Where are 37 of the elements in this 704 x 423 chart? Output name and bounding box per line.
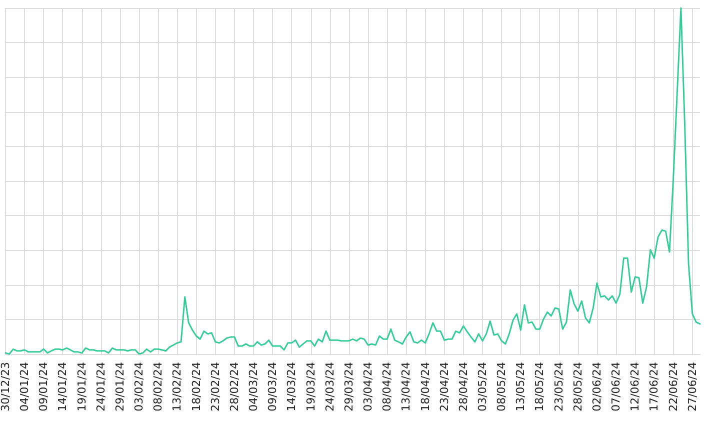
x-tick-label: 08/02/24 bbox=[152, 362, 165, 412]
x-tick-label: 03/02/24 bbox=[132, 362, 146, 412]
x-tick-label: 18/05/24 bbox=[533, 362, 546, 412]
x-tick-label: 17/06/24 bbox=[648, 362, 661, 412]
x-tick-label: 13/02/24 bbox=[170, 362, 184, 412]
x-tick-label: 09/03/24 bbox=[266, 362, 280, 412]
x-tick-label: 23/04/24 bbox=[438, 362, 451, 412]
x-tick-label: 18/02/24 bbox=[190, 362, 203, 412]
x-tick-label: 14/01/24 bbox=[56, 362, 70, 412]
x-tick-label: 28/05/24 bbox=[571, 362, 584, 412]
x-tick-label: 04/03/24 bbox=[247, 362, 260, 412]
x-tick-label: 09/01/24 bbox=[37, 362, 50, 412]
x-tick-label: 19/03/24 bbox=[304, 362, 318, 412]
x-tick-label: 13/04/24 bbox=[400, 362, 413, 412]
x-tick-label: 03/05/24 bbox=[476, 362, 489, 412]
x-tick-label: 03/04/24 bbox=[362, 362, 375, 412]
x-tick-label: 29/03/24 bbox=[342, 362, 356, 412]
x-tick-label: 28/02/24 bbox=[228, 362, 241, 412]
x-tick-label: 24/01/24 bbox=[94, 362, 108, 412]
x-tick-label: 29/01/24 bbox=[113, 362, 126, 412]
x-tick-label: 19/01/24 bbox=[75, 362, 88, 412]
x-tick-label: 07/06/24 bbox=[610, 362, 623, 412]
x-tick-label: 28/04/24 bbox=[456, 362, 470, 412]
x-tick-label: 13/05/24 bbox=[514, 362, 528, 412]
x-tick-label: 30/12/23 bbox=[0, 362, 12, 412]
x-tick-label: 04/01/24 bbox=[18, 362, 32, 412]
x-tick-label: 14/03/24 bbox=[285, 362, 298, 412]
x-tick-label: 27/06/24 bbox=[686, 362, 699, 412]
x-tick-label: 02/06/24 bbox=[590, 362, 604, 412]
x-tick-label: 23/05/24 bbox=[552, 362, 566, 412]
x-tick-label: 22/06/24 bbox=[666, 362, 680, 412]
x-tick-label: 24/03/24 bbox=[323, 362, 336, 412]
x-tick-label: 18/04/24 bbox=[418, 362, 432, 412]
x-tick-label: 08/04/24 bbox=[380, 362, 394, 412]
x-tick-label: 23/02/24 bbox=[208, 362, 222, 412]
x-tick-label: 08/05/24 bbox=[495, 362, 508, 412]
x-tick-label: 12/06/24 bbox=[628, 362, 642, 412]
